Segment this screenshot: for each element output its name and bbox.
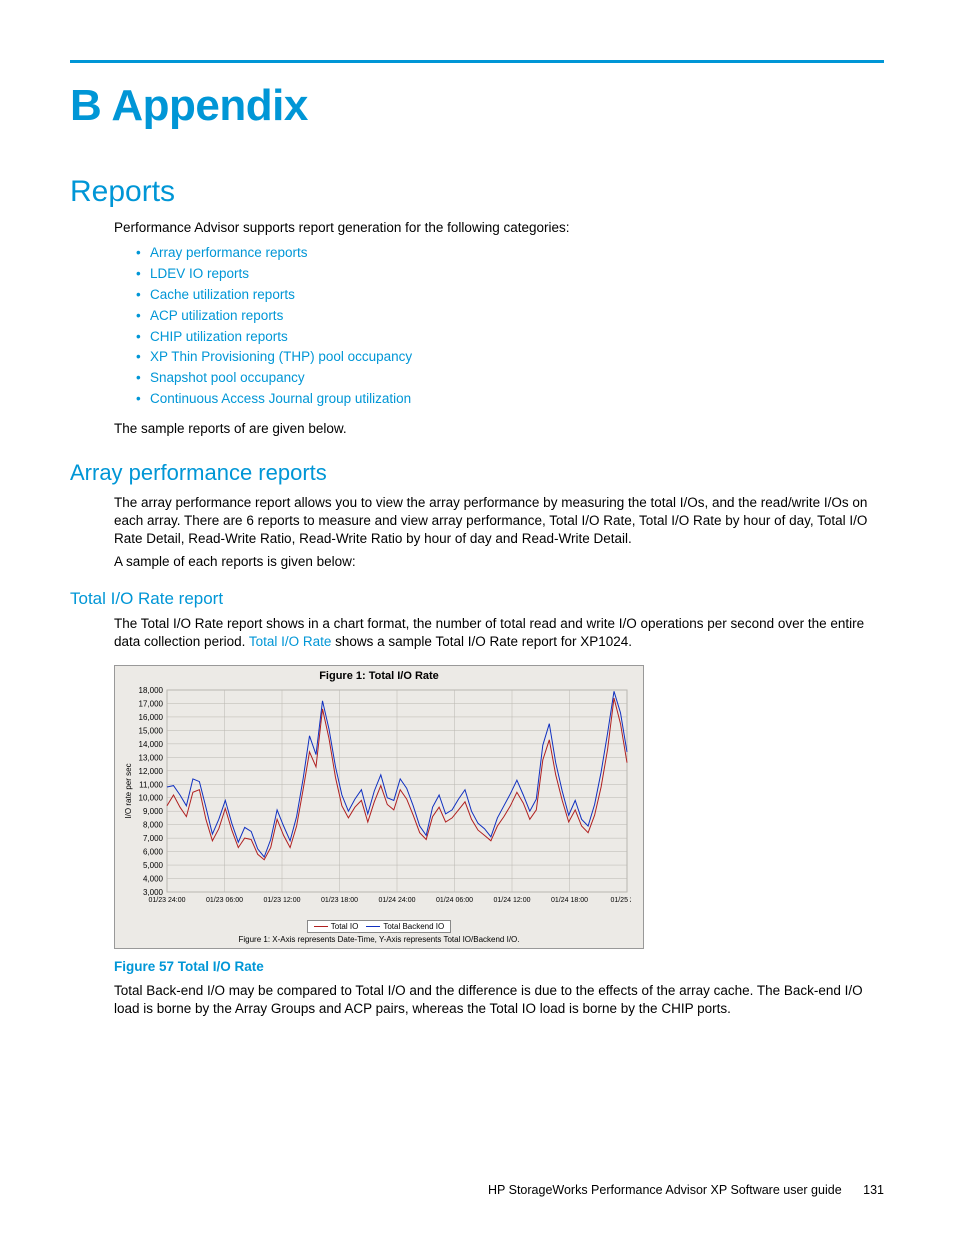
array-perf-title: Array performance reports [70, 460, 884, 486]
svg-text:01/23 12:00: 01/23 12:00 [264, 897, 301, 904]
footer-page-number: 131 [863, 1183, 884, 1197]
reports-bullet-list: Array performance reportsLDEV IO reports… [136, 243, 884, 410]
total-io-para-post: shows a sample Total I/O Rate report for… [331, 634, 632, 649]
reports-bullet-item: Cache utilization reports [136, 285, 884, 306]
total-io-title: Total I/O Rate report [70, 589, 884, 609]
total-io-after: Total Back-end I/O may be compared to To… [114, 982, 884, 1018]
chart-title: Figure 1: Total I/O Rate [119, 670, 639, 682]
reports-bullet-item: XP Thin Provisioning (THP) pool occupanc… [136, 347, 884, 368]
svg-text:7,000: 7,000 [143, 834, 164, 843]
svg-text:16,000: 16,000 [139, 713, 164, 722]
svg-text:01/24 18:00: 01/24 18:00 [551, 897, 588, 904]
reports-bullet-item: Array performance reports [136, 243, 884, 264]
figure-caption: Figure 57 Total I/O Rate [114, 959, 884, 974]
svg-text:01/23 24:00: 01/23 24:00 [149, 897, 186, 904]
array-perf-para2: A sample of each reports is given below: [114, 553, 884, 571]
svg-text:9,000: 9,000 [143, 807, 164, 816]
svg-text:14,000: 14,000 [139, 740, 164, 749]
top-rule [70, 60, 884, 63]
svg-text:01/24 06:00: 01/24 06:00 [436, 897, 473, 904]
svg-text:17,000: 17,000 [139, 699, 164, 708]
chart-svg: 3,000 4,000 5,000 6,000 7,000 8,000 9,000 10,00… [119, 684, 631, 914]
chart-legend: Total IOTotal Backend IO [307, 920, 452, 933]
appendix-heading: B Appendix [70, 81, 884, 131]
chart-container: Figure 1: Total I/O Rate 3,000 4,000 5,000… [114, 665, 644, 949]
reports-after-bullets: The sample reports of are given below. [114, 420, 884, 438]
chart-legend-wrap: Total IOTotal Backend IO [119, 916, 639, 934]
svg-text:8,000: 8,000 [143, 821, 164, 830]
svg-text:10,000: 10,000 [139, 794, 164, 803]
svg-text:13,000: 13,000 [139, 753, 164, 762]
array-perf-para: The array performance report allows you … [114, 494, 884, 547]
svg-text:18,000: 18,000 [139, 686, 164, 695]
page-footer: HP StorageWorks Performance Advisor XP S… [488, 1183, 884, 1197]
total-io-para: The Total I/O Rate report shows in a cha… [114, 615, 884, 651]
svg-text:11,000: 11,000 [139, 780, 163, 789]
svg-text:01/23 06:00: 01/23 06:00 [206, 897, 243, 904]
reports-intro: Performance Advisor supports report gene… [114, 219, 884, 237]
body-block: Reports Performance Advisor supports rep… [114, 175, 884, 1018]
svg-text:12,000: 12,000 [139, 767, 164, 776]
svg-text:3,000: 3,000 [143, 888, 164, 897]
document-page: B Appendix Reports Performance Advisor s… [0, 0, 954, 1235]
total-io-rate-link[interactable]: Total I/O Rate [249, 634, 332, 649]
svg-text:I/O rate per sec: I/O rate per sec [124, 763, 133, 818]
svg-text:01/25 24:0: 01/25 24:0 [610, 897, 631, 904]
reports-bullet-item: LDEV IO reports [136, 264, 884, 285]
svg-text:01/23 18:00: 01/23 18:00 [321, 897, 358, 904]
svg-text:4,000: 4,000 [143, 874, 164, 883]
reports-bullet-item: Continuous Access Journal group utilizat… [136, 389, 884, 410]
chart-body: 3,000 4,000 5,000 6,000 7,000 8,000 9,000 10,00… [119, 684, 639, 914]
chart-footnote: Figure 1: X-Axis represents Date-Time, Y… [119, 935, 639, 944]
svg-text:01/24 12:00: 01/24 12:00 [494, 897, 531, 904]
svg-text:15,000: 15,000 [139, 726, 164, 735]
reports-bullet-item: ACP utilization reports [136, 306, 884, 327]
svg-text:01/24 24:00: 01/24 24:00 [379, 897, 416, 904]
svg-text:6,000: 6,000 [143, 847, 164, 856]
reports-bullet-item: CHIP utilization reports [136, 327, 884, 348]
svg-text:5,000: 5,000 [143, 861, 164, 870]
footer-text: HP StorageWorks Performance Advisor XP S… [488, 1183, 842, 1197]
reports-bullet-item: Snapshot pool occupancy [136, 368, 884, 389]
section-reports-title: Reports [70, 175, 884, 209]
